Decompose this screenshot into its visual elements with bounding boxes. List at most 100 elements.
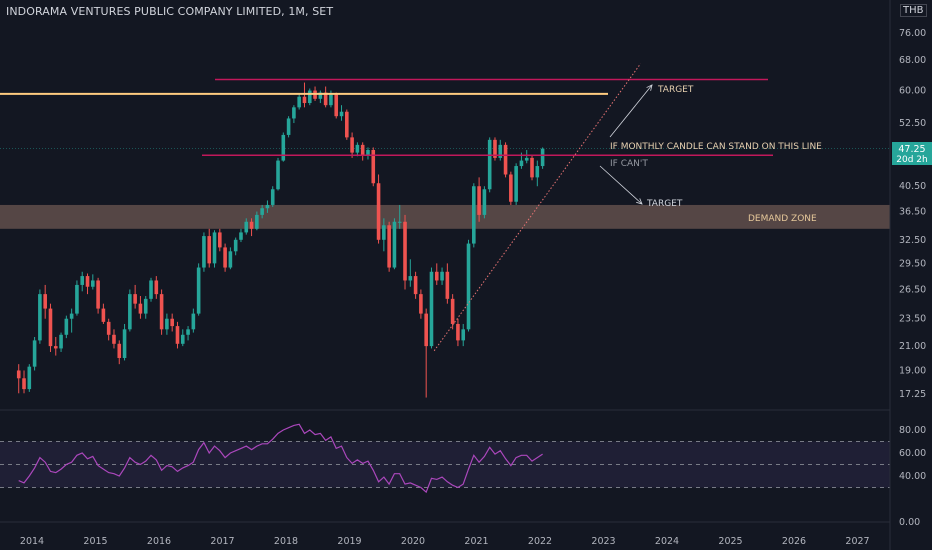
candle-body (22, 378, 26, 390)
candle-body (106, 321, 111, 335)
candle-body (218, 232, 222, 248)
candle-body (64, 318, 69, 335)
candle-body (514, 166, 518, 202)
candle-body (466, 243, 471, 330)
rsi-tick-label: 40.00 (899, 471, 926, 482)
candle-body (440, 271, 444, 281)
candle-body (302, 96, 307, 104)
price-tick-label: 17.25 (899, 389, 926, 400)
candle-body (530, 157, 534, 178)
candle-body (535, 166, 540, 178)
candle-body (101, 308, 106, 322)
candle-body (345, 111, 349, 138)
year-tick-label: 2026 (782, 536, 806, 547)
price-tick-label: 21.00 (899, 341, 926, 352)
candle-body (403, 221, 407, 281)
currency-label[interactable]: THB (900, 4, 927, 17)
candles (16, 82, 545, 398)
candle-body (397, 221, 402, 223)
candle-body (48, 308, 53, 347)
target-bottom-label: TARGET (646, 199, 683, 209)
candle-body (276, 160, 280, 190)
candle-body (85, 276, 90, 287)
candle-body (154, 280, 159, 295)
price-tick-label: 19.00 (899, 365, 926, 376)
candle-body (519, 160, 524, 167)
year-tick-label: 2024 (655, 536, 679, 547)
candle-body (96, 280, 100, 309)
candle-body (424, 313, 428, 347)
candle-body (191, 313, 196, 330)
year-tick-label: 2014 (20, 536, 44, 547)
candle-body (233, 239, 238, 252)
trendline (433, 63, 641, 352)
price-tick-label: 40.50 (899, 181, 926, 192)
candle-body (133, 294, 137, 304)
drawing-lines (0, 63, 773, 352)
price-tick-label: 26.50 (899, 284, 926, 295)
year-tick-label: 2015 (83, 536, 107, 547)
price-badge: 47.25 20d 2h (892, 142, 932, 165)
year-tick-label: 2025 (718, 536, 742, 547)
year-tick-label: 2021 (464, 536, 488, 547)
candle-body (286, 118, 291, 135)
candle-body (408, 276, 413, 281)
candle-body (202, 236, 206, 268)
candle-body (382, 225, 386, 240)
candle-body (43, 294, 47, 309)
candle-body (228, 251, 233, 268)
candle-body (318, 92, 323, 99)
candle-body (509, 174, 513, 202)
candle-body (339, 111, 344, 117)
candle-body (281, 134, 286, 161)
candle-body (355, 144, 360, 153)
candle-body (91, 280, 95, 287)
candle-body (59, 334, 63, 349)
candle-body (175, 326, 180, 344)
rsi-tick-label: 60.00 (899, 448, 926, 459)
candle-body (498, 144, 503, 158)
arrow-down-head (636, 198, 643, 205)
candle-body (149, 280, 153, 299)
candle-body (32, 340, 37, 367)
candle-body (165, 318, 169, 330)
candle-body (212, 232, 217, 264)
price-tick-label: 32.50 (899, 235, 926, 246)
candle-body (323, 92, 328, 106)
price-badge-price: 47.25 (898, 144, 925, 155)
zone-layer (0, 148, 890, 229)
price-badge-box (892, 142, 932, 165)
candle-body (334, 94, 339, 117)
price-tick-label: 29.50 (899, 258, 926, 269)
candle-body (413, 276, 418, 295)
price-tick-label: 68.00 (899, 55, 926, 66)
year-tick-label: 2023 (591, 536, 615, 547)
candle-body (186, 329, 190, 335)
candle-body (360, 144, 365, 156)
rsi-band (0, 441, 890, 488)
candle-body (117, 343, 122, 358)
candle-body (112, 334, 116, 344)
chart-title: INDORAMA VENTURES PUBLIC COMPANY LIMITED… (6, 5, 334, 18)
candle-body (223, 247, 227, 268)
candle-body (265, 204, 270, 209)
candle-body (180, 334, 185, 344)
candle-body (138, 303, 143, 314)
year-tick-label: 2022 (528, 536, 552, 547)
candle-body (170, 318, 174, 327)
candle-body (159, 294, 164, 330)
if-cant-label: IF CAN'T (610, 159, 648, 169)
price-tick-label: 60.00 (899, 86, 926, 97)
candle-body (445, 271, 450, 299)
rsi-tick-label: 0.00 (899, 517, 920, 528)
candle-body (255, 214, 259, 229)
candle-body (38, 294, 42, 341)
candle-body (260, 208, 264, 215)
year-tick-label: 2020 (401, 536, 425, 547)
candle-body (249, 221, 254, 229)
year-tick-label: 2027 (845, 536, 869, 547)
candle-body (429, 271, 434, 347)
candle-body (297, 96, 301, 108)
